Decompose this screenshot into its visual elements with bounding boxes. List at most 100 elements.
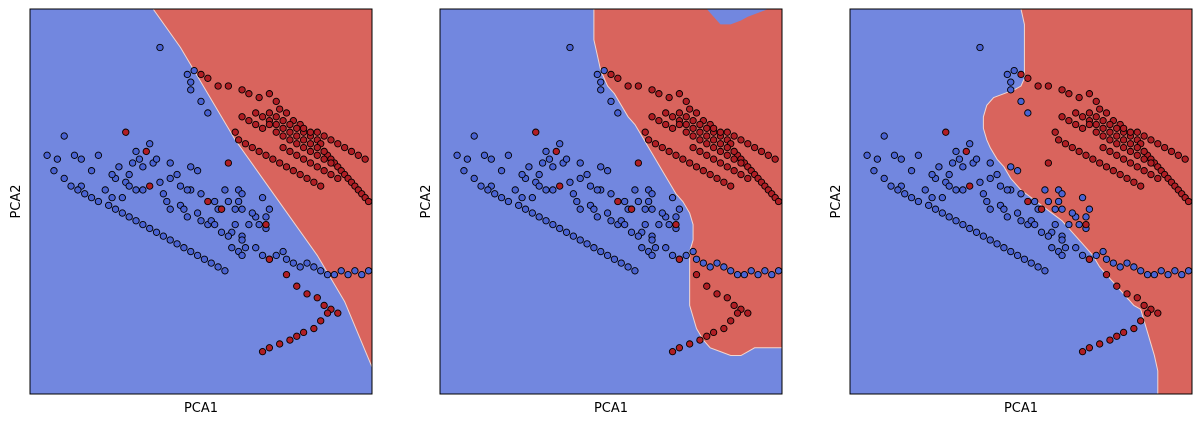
data-point-class-1	[334, 309, 342, 317]
data-point-class-0	[94, 151, 103, 159]
data-point-class-0	[1044, 197, 1053, 206]
data-point-class-1	[258, 124, 267, 133]
data-point-class-1	[248, 143, 256, 152]
data-point-class-1	[692, 270, 701, 279]
data-point-class-0	[648, 236, 656, 244]
data-point-class-1	[269, 155, 277, 163]
data-point-class-0	[648, 190, 656, 198]
data-point-class-0	[272, 251, 280, 260]
data-point-class-0	[234, 197, 243, 206]
data-point-class-0	[238, 190, 246, 198]
data-point-class-0	[1078, 193, 1087, 202]
data-point-class-1	[1044, 159, 1053, 167]
data-point-class-0	[1044, 232, 1053, 240]
scatter-panel-2: PCA1 PCA2	[419, 8, 783, 416]
data-point-class-0	[614, 109, 622, 117]
data-point-class-0	[183, 186, 191, 194]
data-point-class-1	[1092, 113, 1100, 121]
data-point-class-0	[303, 259, 311, 267]
data-point-class-1	[320, 132, 328, 140]
data-point-class-0	[631, 267, 639, 275]
data-point-class-0	[289, 259, 297, 267]
data-point-class-1	[665, 147, 673, 156]
data-point-class-1	[1137, 317, 1145, 325]
data-point-class-0	[1007, 86, 1015, 94]
data-point-class-1	[1140, 132, 1148, 140]
data-point-class-0	[993, 170, 1001, 179]
data-point-class-0	[986, 159, 994, 167]
data-point-class-1	[1024, 74, 1032, 82]
data-point-class-0	[279, 247, 287, 256]
data-point-class-0	[935, 163, 943, 171]
data-point-class-0	[870, 167, 878, 175]
data-point-class-0	[187, 78, 195, 86]
data-point-class-0	[983, 197, 991, 206]
data-point-class-1	[675, 90, 684, 98]
data-point-class-0	[914, 151, 923, 159]
data-point-class-0	[538, 159, 547, 167]
data-point-class-1	[231, 128, 239, 136]
data-point-class-0	[1078, 251, 1087, 260]
data-point-class-1	[1113, 332, 1121, 340]
data-point-class-1	[1106, 128, 1114, 136]
data-point-class-0	[317, 267, 325, 275]
data-point-class-0	[556, 140, 564, 148]
data-point-class-1	[709, 155, 718, 163]
data-point-class-1	[672, 151, 680, 159]
data-point-class-1	[1160, 143, 1169, 152]
data-point-class-1	[720, 178, 728, 186]
data-point-class-0	[952, 147, 960, 156]
data-point-class-1	[272, 113, 280, 121]
data-point-class-1	[234, 136, 243, 144]
data-point-class-1	[692, 109, 701, 117]
data-point-class-0	[976, 178, 984, 186]
plot-area	[30, 9, 372, 394]
data-point-class-1	[689, 132, 697, 140]
data-point-class-1	[1106, 136, 1114, 144]
data-point-class-0	[945, 170, 953, 179]
data-point-class-0	[193, 167, 202, 175]
data-point-class-1	[709, 143, 718, 152]
data-point-class-1	[299, 328, 308, 337]
data-point-class-1	[204, 197, 212, 206]
data-point-class-0	[901, 190, 909, 198]
data-point-class-1	[327, 159, 335, 167]
data-point-class-0	[484, 186, 492, 194]
data-point-class-1	[737, 170, 745, 179]
data-point-class-0	[1123, 259, 1131, 267]
data-point-class-0	[463, 155, 472, 163]
data-point-class-0	[156, 43, 164, 52]
data-point-class-1	[1078, 347, 1087, 356]
data-point-class-0	[200, 255, 209, 263]
data-point-class-0	[214, 263, 222, 271]
data-point-class-1	[286, 136, 294, 144]
data-point-class-0	[1099, 247, 1107, 256]
data-point-class-1	[744, 174, 752, 183]
data-point-class-1	[699, 167, 707, 175]
data-point-class-0	[979, 190, 988, 198]
data-point-class-1	[1051, 128, 1059, 136]
data-point-class-1	[320, 155, 328, 163]
data-point-class-0	[1048, 244, 1056, 252]
data-point-class-0	[497, 193, 506, 202]
data-point-class-1	[299, 136, 308, 144]
data-point-class-1	[1024, 197, 1032, 206]
data-point-class-0	[689, 247, 697, 256]
data-point-class-1	[1054, 136, 1063, 144]
data-point-class-0	[193, 209, 202, 217]
data-point-class-1	[1082, 151, 1090, 159]
data-point-class-1	[286, 147, 294, 156]
data-point-class-0	[156, 178, 164, 186]
data-point-class-0	[1068, 209, 1076, 217]
data-point-class-1	[733, 309, 742, 317]
data-point-class-1	[354, 151, 362, 159]
data-point-class-0	[761, 267, 769, 275]
data-point-class-1	[310, 178, 318, 186]
data-point-class-0	[928, 170, 936, 179]
data-point-class-0	[948, 159, 957, 167]
data-point-class-1	[730, 155, 738, 163]
data-point-class-1	[1068, 143, 1076, 152]
data-point-class-0	[180, 205, 188, 213]
data-point-class-0	[952, 217, 960, 225]
data-point-class-0	[1085, 205, 1094, 213]
